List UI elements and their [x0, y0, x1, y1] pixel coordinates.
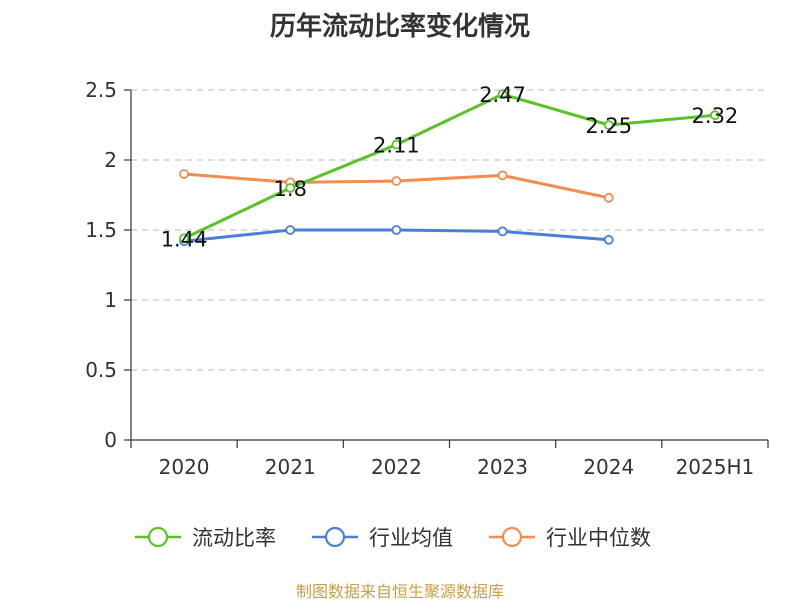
data-point	[603, 192, 614, 203]
data-point	[391, 139, 402, 150]
x-tick-label: 2021	[265, 455, 316, 479]
legend-item[interactable]: 行业均值	[312, 526, 453, 550]
legend-marker	[501, 526, 523, 548]
data-label: 2.32	[692, 104, 739, 128]
data-label: 2.47	[479, 83, 526, 107]
data-point	[285, 225, 296, 235]
y-tick-label: 2	[104, 148, 117, 172]
legend[interactable]: 流动比率 行业均值 行业中位数	[135, 526, 651, 550]
data-label: 2.25	[585, 114, 632, 138]
data-point	[179, 233, 189, 244]
data-point	[391, 225, 402, 235]
x-tick-label: 2025H1	[676, 455, 755, 479]
x-tick-label: 2024	[583, 455, 634, 479]
axes: 0 0.5 1 1.5 2 2.5 2020 2021 2022 2023 2024 2025H1	[85, 78, 769, 479]
data-labels: 1.44 1.8 2.11 2.47 2.25 2.32	[161, 83, 739, 251]
y-tick-label: 1.5	[85, 218, 117, 242]
data-label: 2.11	[373, 134, 420, 158]
legend-label: 行业均值	[369, 526, 453, 550]
y-tick-label: 0.5	[85, 358, 117, 382]
legend-item[interactable]: 流动比率	[135, 526, 276, 550]
data-point	[497, 226, 508, 237]
legend-label: 行业中位数	[546, 526, 651, 550]
data-point	[497, 170, 508, 181]
grid-lines	[131, 89, 768, 371]
series-lines	[179, 89, 720, 247]
y-tick-label: 0	[104, 428, 117, 452]
data-point	[391, 176, 402, 186]
data-point	[179, 169, 189, 179]
data-label: 1.44	[161, 227, 208, 251]
data-point	[603, 234, 614, 245]
series-line	[183, 92, 716, 240]
chart-title: 历年流动比率变化情况	[269, 12, 530, 42]
legend-label: 流动比率	[192, 526, 276, 550]
source-note: 制图数据来自恒生聚源数据库	[295, 582, 504, 601]
data-point	[285, 183, 296, 193]
legend-marker	[147, 526, 169, 548]
data-label: 1.8	[274, 177, 307, 201]
x-tick-label: 2023	[477, 455, 528, 479]
y-tick-label: 1	[104, 288, 117, 312]
data-point	[710, 110, 720, 121]
x-tick-label: 2022	[371, 455, 422, 479]
legend-item[interactable]: 行业中位数	[489, 526, 651, 550]
y-tick-label: 2.5	[85, 78, 117, 102]
x-tick-label: 2020	[159, 455, 210, 479]
data-point	[603, 120, 614, 130]
legend-marker	[324, 526, 346, 548]
data-point	[497, 89, 508, 100]
